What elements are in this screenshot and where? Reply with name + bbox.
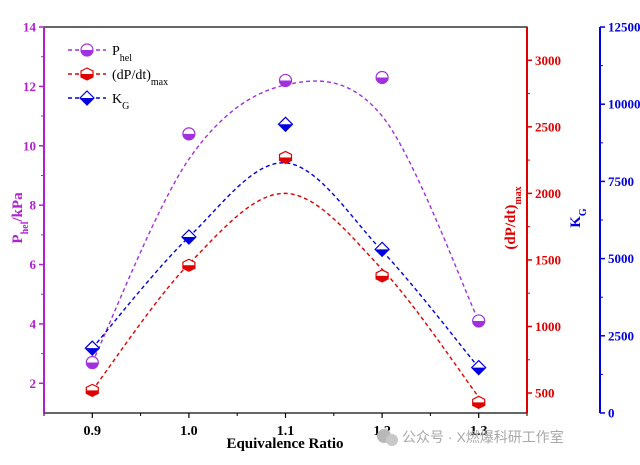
x-tick-label: 1.0 [180,424,198,439]
legend-marker [80,43,94,57]
right-y-axis: 0 2500 5000 7500 10000 12500 [599,20,640,421]
legend-label-main: (dP/dt) [112,68,151,83]
right-axis-label-sub: G [578,208,589,216]
left-tick-label: 6 [30,257,37,272]
left-axis-label-sub: hel [20,221,31,234]
left-y-axis: 2 4 6 8 10 12 14 [23,20,45,413]
fit-curve-2 [91,162,480,369]
left-axis-label-rest: /kPa [10,192,26,223]
legend-label: KG [112,92,129,112]
left-tick-label: 12 [23,79,36,94]
right-axis-label: KG [568,208,589,228]
left-tick-label: 14 [23,20,37,35]
watermark-text: 公众号 · X燃爆科研工作室 [402,429,564,445]
data-point-0-0 [85,355,99,370]
legend-marker [80,67,94,81]
x-tick-label: 1.3 [470,424,488,439]
middle-tick-label: 3000 [535,53,561,68]
left-tick-label: 2 [30,376,37,391]
middle-tick-label: 2500 [535,119,561,134]
legend-label-sub: G [122,101,129,112]
legend: Phel (dP/dt)max KG [68,43,168,112]
data-point-2-3 [374,241,390,258]
data-point-1-3 [375,269,389,283]
x-axis-label: Equivalence Ratio [226,436,343,452]
data-point-1-0 [85,383,99,398]
legend-label-main: P [112,44,120,59]
data-point-2-1 [181,229,197,245]
x-tick-label: 0.9 [84,424,102,439]
data-point-0-2 [278,73,293,88]
legend-label-main: K [112,92,122,107]
data-point-1-1 [182,258,196,272]
left-tick-label: 10 [23,138,36,153]
left-tick-label: 4 [30,316,37,331]
x-tick-label: 1.1 [277,424,295,439]
data-point-2-2 [277,116,294,133]
middle-tick-label: 2000 [535,186,561,201]
legend-label-sub: max [151,77,168,88]
right-tick-label: 5000 [608,251,634,266]
right-tick-label: 12500 [608,20,640,35]
data-point-2-4 [470,359,487,376]
middle-y-axis: 500 1000 1500 2000 2500 3000 [526,27,561,413]
right-tick-label: 0 [608,406,615,421]
wechat-icon-bubble [386,434,398,446]
middle-tick-label: 500 [535,386,555,401]
middle-tick-label: 1500 [535,252,561,267]
data-points [84,70,487,410]
right-tick-label: 10000 [608,97,640,112]
left-axis-label-main: P [10,234,26,243]
data-point-1-2 [278,150,293,165]
left-axis-label: Phel/kPa [10,192,31,244]
x-axis: 0.91.01.11.21.3 [43,413,528,439]
middle-tick-label: 1000 [535,319,561,334]
middle-axis-label-main: (dP/dt) [503,205,519,250]
legend-label-sub: hel [120,53,132,64]
data-point-0-1 [182,127,196,141]
middle-axis-label-sub: max [513,186,524,204]
data-point-2-0 [84,340,101,357]
right-axis-label-main: K [568,216,584,228]
legend-marker [79,90,95,106]
data-point-1-4 [472,395,486,410]
right-tick-label: 7500 [608,174,634,189]
data-point-0-3 [375,70,389,85]
middle-axis-label: (dP/dt)max [503,186,524,249]
watermark: 公众号 · X燃爆科研工作室 [377,429,564,446]
data-point-0-4 [472,314,486,328]
legend-label: Phel [112,44,132,64]
left-tick-label: 8 [30,198,37,213]
fit-curve-1 [91,192,480,398]
legend-label: (dP/dt)max [112,68,168,88]
right-tick-label: 2500 [608,328,634,343]
